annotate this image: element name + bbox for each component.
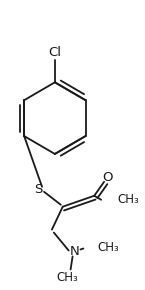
Text: CH₃: CH₃	[57, 271, 79, 284]
Text: O: O	[102, 171, 112, 184]
Text: S: S	[34, 183, 42, 196]
Text: CH₃: CH₃	[117, 193, 139, 206]
Text: N: N	[70, 245, 79, 258]
Text: CH₃: CH₃	[97, 241, 119, 254]
Text: Cl: Cl	[48, 46, 61, 59]
